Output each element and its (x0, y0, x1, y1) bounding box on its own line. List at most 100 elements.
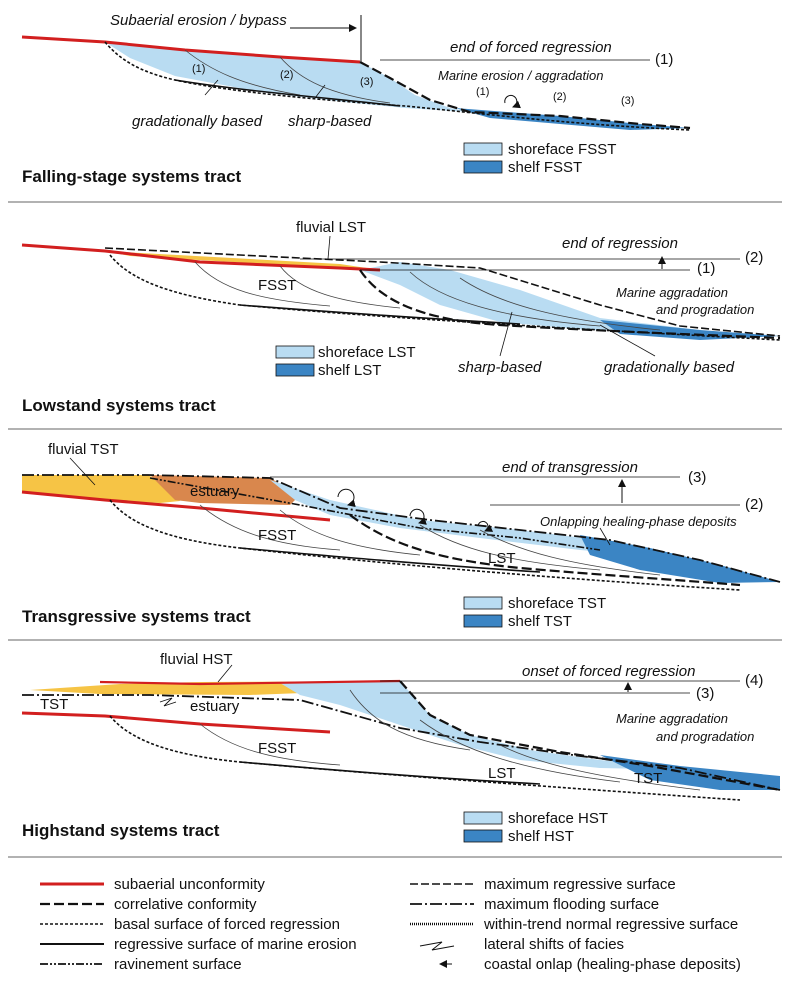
fluvial-label: fluvial LST (296, 219, 366, 236)
shelf-step-3: (3) (621, 95, 634, 107)
leader (204, 79, 219, 96)
estuary-label: estuary (190, 483, 240, 500)
marine-2: and progradation (656, 302, 754, 317)
end-num: (1) (655, 51, 673, 68)
marine-1: Marine aggradation (616, 711, 728, 726)
base-right: sharp-based (288, 113, 372, 130)
max-flooding-surface (22, 474, 781, 583)
num-a: (2) (745, 249, 763, 266)
num-b: (1) (697, 260, 715, 277)
legend-swatch-shoreface (463, 142, 503, 156)
correlative-conformity-line (359, 61, 691, 130)
fsst-label: FSST (258, 527, 296, 544)
correlative-conformity-line (349, 514, 741, 587)
end-label: onset of forced regression (522, 663, 695, 680)
panel-title: Lowstand systems tract (22, 396, 216, 415)
marine-1: Marine aggradation (616, 285, 728, 300)
fsst-label: FSST (258, 740, 296, 757)
clinoform (419, 524, 601, 571)
key-left-1: correlative conformity (114, 896, 257, 913)
shelf-fsst-wedge (455, 108, 690, 130)
key-right-4: coastal onlap (healing-phase deposits) (484, 956, 741, 973)
end-label: end of forced regression (450, 39, 612, 56)
subaerial-unconformity-line (21, 490, 331, 522)
basal-surface-line (109, 254, 781, 341)
tst-right-label: TST (634, 770, 662, 787)
shoreface-lst-wedge (360, 262, 700, 330)
num-a: (4) (745, 672, 763, 689)
clinoform (499, 744, 701, 791)
clinoform (479, 529, 661, 576)
subaerial-unconformity-line (21, 243, 381, 272)
key-left-2: basal surface of forced regression (114, 916, 340, 933)
curl-arrow-icon (477, 520, 494, 532)
key-left-0: subaerial unconformity (114, 876, 265, 893)
fluvial-label: fluvial TST (48, 441, 119, 458)
clinoform (279, 509, 421, 556)
base-left: sharp-based (458, 359, 542, 376)
legend-shoreface: shoreface TST (508, 595, 606, 612)
panel-title: Highstand systems tract (22, 821, 220, 840)
key-right-1: maximum flooding surface (484, 896, 659, 913)
ravinement-surface (149, 477, 601, 551)
key-right-0: maximum regressive surface (484, 876, 676, 893)
num-b: (3) (696, 685, 714, 702)
num-a: (3) (688, 469, 706, 486)
clinoform (279, 265, 401, 309)
rsme-line (174, 79, 401, 107)
curl-arrow-icon (337, 488, 356, 508)
legend-swatch-shoreface (463, 811, 503, 825)
fsst-label: FSST (258, 277, 296, 294)
clinoform (419, 719, 621, 783)
clinoform (199, 723, 341, 766)
leader (314, 84, 326, 99)
rsme-line (239, 304, 521, 325)
legend-shoreface: shoreface HST (508, 810, 608, 827)
basal-surface-line (109, 499, 741, 591)
legend-shoreface: shoreface LST (318, 344, 416, 361)
subaerial-unconformity-line (99, 679, 401, 686)
shore-step-1: (1) (192, 63, 205, 75)
clinoform (194, 261, 331, 307)
tst-left-label: TST (40, 696, 68, 713)
legend-swatch-shoreface (463, 596, 503, 610)
clinoform (349, 689, 471, 751)
base-right: gradationally based (604, 359, 735, 376)
max-regressive-surface (104, 247, 781, 337)
leader (217, 664, 233, 683)
shore-step-3: (3) (360, 76, 373, 88)
clinoform-1 (184, 49, 301, 96)
key-right-3: lateral shifts of facies (484, 936, 624, 953)
legend-shelf: shelf TST (508, 613, 572, 630)
panel-title: Transgressive systems tract (22, 607, 251, 626)
clinoform (199, 504, 341, 551)
shelf-step-2: (2) (553, 91, 566, 103)
shoreface-fsst-wedge (105, 42, 470, 112)
key-swatch-facies-shift (419, 941, 455, 951)
key-left-4: ravinement surface (114, 956, 242, 973)
legend-shoreface: shoreface FSST (508, 141, 616, 158)
legend-shelf: shelf HST (508, 828, 574, 845)
rsme-line (239, 547, 541, 573)
leader (69, 457, 96, 486)
panel-falling-stage: Subaerial erosion / bypass end of forced… (21, 12, 691, 186)
num-b: (2) (745, 496, 763, 513)
leader (599, 527, 611, 546)
estuary-label: estuary (190, 698, 240, 715)
shoreface-hst-wedge (280, 681, 700, 770)
marine-2: and progradation (656, 729, 754, 744)
clinoform (459, 277, 661, 331)
shelf-lst-wedge (600, 320, 780, 340)
leader (499, 311, 513, 357)
max-flooding-surface (22, 694, 781, 791)
leader (327, 235, 331, 260)
panel-highstand: fluvial HST TST estuary onset of forced … (21, 651, 781, 845)
basal-surface-line (104, 41, 691, 131)
facies-shift-icon (159, 697, 177, 707)
legend-swatch-shelf (275, 363, 315, 377)
line-key: subaerial unconformity correlative confo… (40, 876, 741, 973)
curl-arrow-icon (409, 508, 427, 525)
subaerial-unconformity-line (21, 711, 331, 734)
legend-swatch-shelf (463, 160, 503, 174)
legend-swatch-shelf (463, 614, 503, 628)
